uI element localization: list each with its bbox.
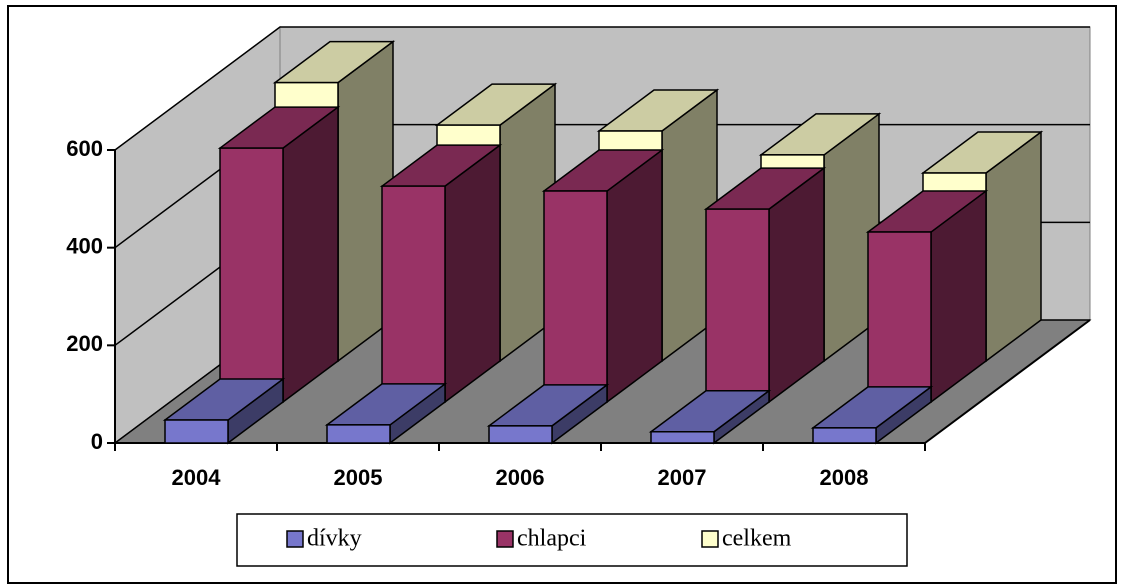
legend-label: chlapci [517, 526, 587, 552]
x-tick-label: 2008 [820, 465, 869, 490]
bar [648, 389, 772, 445]
bar-side [606, 148, 663, 404]
bar-front [705, 208, 770, 403]
x-tick-label: 2004 [172, 465, 222, 490]
bar-front [650, 431, 715, 444]
y-tick-label: 0 [91, 429, 103, 454]
legend-label: dívky [307, 526, 362, 552]
bar-front [219, 147, 284, 403]
bar-front [812, 427, 877, 444]
legend-swatch [286, 530, 304, 548]
bar-front [381, 185, 446, 403]
bar-side [444, 143, 501, 404]
bar [865, 189, 989, 404]
y-tick-label: 600 [66, 136, 103, 161]
bar [162, 377, 286, 445]
y-tick-label: 200 [66, 331, 103, 356]
bar [379, 143, 503, 404]
bar-front [543, 190, 608, 403]
bar [810, 385, 934, 445]
y-tick-label: 400 [66, 233, 103, 258]
x-tick-label: 2007 [658, 465, 707, 490]
bar [486, 383, 610, 445]
legend-box [236, 513, 908, 567]
legend-swatch [496, 530, 514, 548]
bar-side [282, 105, 339, 404]
legend-label: celkem [722, 526, 792, 552]
x-tick-label: 2005 [334, 465, 383, 490]
bar-front [326, 424, 391, 444]
bar-front [164, 419, 229, 444]
grid-line [114, 26, 1090, 151]
bar [541, 148, 665, 404]
bar [324, 382, 448, 445]
bar-front [488, 425, 553, 444]
bar [217, 105, 341, 404]
x-tick-label: 2006 [496, 465, 545, 490]
bar [703, 166, 827, 404]
legend-swatch [701, 530, 719, 548]
bar-front [867, 231, 932, 403]
floor-right [924, 319, 1091, 444]
